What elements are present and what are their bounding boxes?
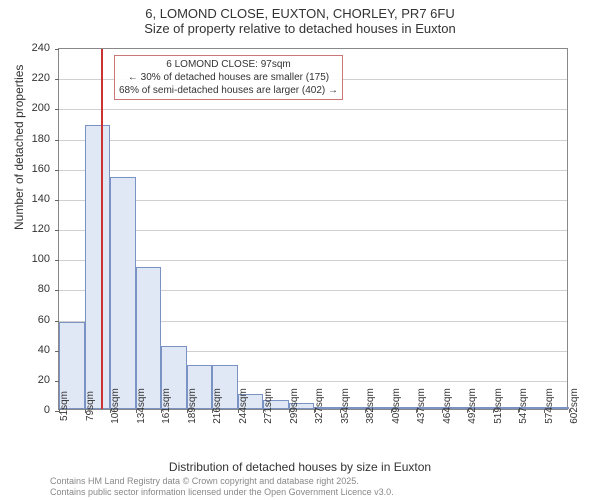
ytick-mark [55, 290, 59, 291]
ytick-label: 40 [0, 344, 50, 356]
xtick-label: 244sqm [238, 388, 249, 424]
ytick-label: 80 [0, 283, 50, 295]
histogram-bar [110, 177, 136, 409]
xtick-label: 216sqm [212, 388, 223, 424]
xtick-label: 354sqm [340, 388, 351, 424]
ytick-mark [55, 79, 59, 80]
ytick-mark [55, 170, 59, 171]
xtick-label: 492sqm [467, 388, 478, 424]
title-line2: Size of property relative to detached ho… [0, 21, 600, 36]
xtick-label: 134sqm [136, 388, 147, 424]
xtick-label: 602sqm [569, 388, 580, 424]
ytick-mark [55, 230, 59, 231]
chart-container: 6, LOMOND CLOSE, EUXTON, CHORLEY, PR7 6F… [0, 0, 600, 500]
footer-line1: Contains HM Land Registry data © Crown c… [50, 476, 394, 487]
ytick-mark [55, 200, 59, 201]
ytick-label: 240 [0, 42, 50, 54]
gridline [59, 170, 567, 171]
gridline [59, 109, 567, 110]
annotation-line2: ← 30% of detached houses are smaller (17… [119, 71, 338, 84]
ytick-label: 140 [0, 193, 50, 205]
xtick-label: 437sqm [416, 388, 427, 424]
xtick-label: 574sqm [544, 388, 555, 424]
xtick-label: 106sqm [110, 388, 121, 424]
ytick-label: 160 [0, 163, 50, 175]
ytick-label: 220 [0, 72, 50, 84]
xtick-label: 79sqm [85, 391, 96, 421]
ytick-label: 0 [0, 404, 50, 416]
annotation-box: 6 LOMOND CLOSE: 97sqm← 30% of detached h… [114, 55, 343, 100]
xtick-label: 327sqm [314, 388, 325, 424]
footer-attribution: Contains HM Land Registry data © Crown c… [50, 476, 394, 498]
ytick-label: 100 [0, 253, 50, 265]
ytick-label: 180 [0, 133, 50, 145]
xtick-label: 189sqm [187, 388, 198, 424]
annotation-line1: 6 LOMOND CLOSE: 97sqm [119, 58, 338, 71]
reference-line [101, 49, 103, 409]
xtick-label: 464sqm [442, 388, 453, 424]
ytick-label: 120 [0, 223, 50, 235]
xtick-label: 382sqm [365, 388, 376, 424]
xtick-label: 299sqm [289, 388, 300, 424]
ytick-label: 60 [0, 314, 50, 326]
xtick-label: 519sqm [493, 388, 504, 424]
ytick-label: 200 [0, 102, 50, 114]
ytick-mark [55, 260, 59, 261]
ytick-mark [55, 49, 59, 50]
ytick-label: 20 [0, 374, 50, 386]
xtick-label: 547sqm [518, 388, 529, 424]
x-axis-label: Distribution of detached houses by size … [0, 460, 600, 474]
xtick-label: 409sqm [391, 388, 402, 424]
gridline [59, 140, 567, 141]
y-axis-label: Number of detached properties [12, 65, 26, 230]
histogram-bar [85, 125, 111, 409]
title-line1: 6, LOMOND CLOSE, EUXTON, CHORLEY, PR7 6F… [0, 6, 600, 21]
footer-line2: Contains public sector information licen… [50, 487, 394, 498]
title-block: 6, LOMOND CLOSE, EUXTON, CHORLEY, PR7 6F… [0, 0, 600, 36]
chart-area: 51sqm79sqm106sqm134sqm161sqm189sqm216sqm… [58, 48, 568, 410]
xtick-label: 51sqm [59, 391, 70, 421]
ytick-mark [55, 109, 59, 110]
plot-area: 51sqm79sqm106sqm134sqm161sqm189sqm216sqm… [58, 48, 568, 410]
xtick-label: 161sqm [161, 388, 172, 424]
xtick-label: 271sqm [263, 388, 274, 424]
ytick-mark [55, 140, 59, 141]
annotation-line3: 68% of semi-detached houses are larger (… [119, 84, 338, 97]
